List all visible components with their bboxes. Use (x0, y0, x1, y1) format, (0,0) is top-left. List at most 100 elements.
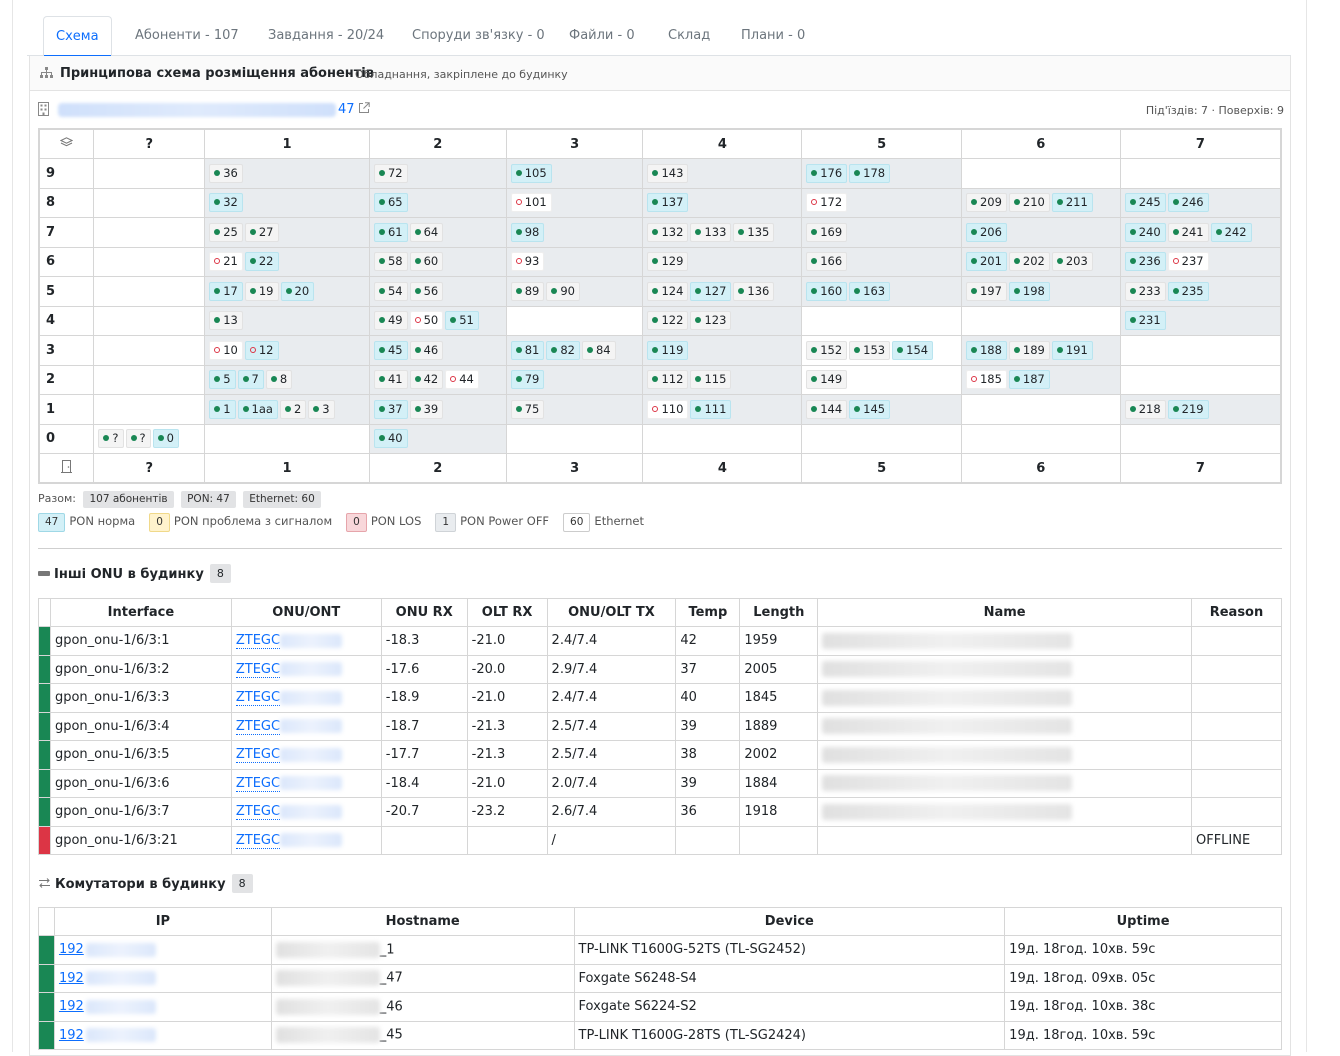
apartment-chip[interactable]: 111 (690, 399, 732, 419)
apartment-chip[interactable]: 127 (690, 281, 732, 301)
apartment-chip[interactable]: 1 (209, 399, 236, 419)
apartment-chip[interactable]: 233 (1124, 281, 1166, 301)
apartment-chip[interactable]: 22 (244, 252, 279, 272)
apartment-chip[interactable]: 246 (1167, 193, 1209, 213)
onu-row[interactable]: gpon_onu-1/6/3:5 ZTEGC -17.7 -21.3 2.5/7.4 38… (38, 740, 1283, 770)
apartment-chip[interactable]: 211 (1051, 193, 1093, 213)
onu-row[interactable]: gpon_onu-1/6/3:3 ZTEGC -18.9 -21.0 2.4/7.4 40… (38, 683, 1283, 713)
apartment-chip[interactable]: 160 (806, 281, 848, 301)
tab-tasks[interactable]: Завдання - 20/24 (268, 28, 385, 43)
tab-files[interactable]: Файли - 0 (569, 28, 635, 43)
apartment-chip[interactable]: 206 (965, 222, 1007, 242)
tab-warehouse[interactable]: Склад (668, 28, 711, 43)
apartment-chip[interactable]: 17 (209, 281, 243, 301)
apartment-chip[interactable]: 163 (849, 281, 891, 301)
apartment-chip[interactable]: 72 (373, 163, 408, 183)
apartment-chip[interactable]: 64 (409, 222, 444, 242)
tab-subscribers[interactable]: Абоненти - 107 (135, 28, 239, 43)
apartment-chip[interactable]: 54 (373, 281, 408, 301)
switch-row[interactable]: 192 _1 TP-LINK T1600G-52TS (TL-SG2452) 19д.… (38, 935, 1282, 965)
apartment-chip[interactable]: 189 (1008, 340, 1050, 360)
apartment-chip[interactable]: 149 (806, 370, 848, 390)
apartment-chip[interactable]: ? (125, 429, 151, 449)
apartment-chip[interactable]: 218 (1124, 399, 1166, 419)
col-tx[interactable]: ONU/OLT TX (546, 598, 677, 627)
apartment-chip[interactable]: 75 (510, 399, 545, 419)
apartment-chip[interactable]: 89 (510, 281, 545, 301)
apartment-chip[interactable]: 110 (647, 399, 689, 419)
onu-serial-link[interactable]: ZTEGC (235, 690, 281, 707)
apartment-chip[interactable]: 153 (849, 340, 891, 360)
col-uptime[interactable]: Uptime (1004, 907, 1282, 936)
apartment-chip[interactable]: 37 (373, 399, 408, 419)
apartment-chip[interactable]: 219 (1167, 399, 1209, 419)
apartment-chip[interactable]: 172 (806, 193, 848, 213)
apartment-chip[interactable]: 3 (308, 399, 335, 419)
switch-row[interactable]: 192 _45 TP-LINK T1600G-28TS (TL-SG2424) 19д… (38, 1020, 1282, 1050)
apartment-chip[interactable]: 5 (209, 370, 236, 390)
apartment-chip[interactable]: 209 (965, 193, 1007, 213)
apartment-chip[interactable]: 45 (373, 340, 408, 360)
apartment-chip[interactable]: 143 (647, 163, 689, 183)
apartment-chip[interactable]: 115 (690, 370, 732, 390)
apartment-chip[interactable]: 82 (546, 340, 580, 360)
apartment-chip[interactable]: 21 (209, 252, 243, 272)
apartment-chip[interactable]: 36 (209, 163, 243, 183)
onu-row[interactable]: gpon_onu-1/6/3:2 ZTEGC -17.6 -20.0 2.9/7.4 37… (38, 654, 1283, 684)
onu-serial-link[interactable]: ZTEGC (235, 804, 281, 821)
apartment-chip[interactable]: 98 (510, 222, 545, 242)
apartment-chip[interactable]: 12 (244, 340, 279, 360)
onu-serial-link[interactable]: ZTEGC (235, 747, 281, 764)
apartment-chip[interactable]: 81 (510, 340, 545, 360)
col-temp[interactable]: Temp (675, 598, 741, 627)
apartment-chip[interactable]: 10 (209, 340, 243, 360)
apartment-chip[interactable]: 178 (849, 163, 891, 183)
apartment-chip[interactable]: 166 (806, 252, 848, 272)
apartment-chip[interactable]: 203 (1051, 252, 1093, 272)
onu-row[interactable]: gpon_onu-1/6/3:6 ZTEGC -18.4 -21.0 2.0/7.4 39… (38, 768, 1283, 798)
apartment-chip[interactable]: 8 (265, 370, 293, 390)
apartment-chip[interactable]: 145 (849, 399, 891, 419)
apartment-chip[interactable]: 25 (209, 222, 243, 242)
onu-row[interactable]: gpon_onu-1/6/3:4 ZTEGC -18.7 -21.3 2.5/7.4 39… (38, 711, 1283, 741)
switch-ip-link[interactable]: 192 (58, 999, 84, 1015)
apartment-chip[interactable]: 61 (373, 222, 408, 242)
apartment-chip[interactable]: 152 (806, 340, 848, 360)
apartment-chip[interactable]: 49 (373, 311, 408, 331)
apartment-chip[interactable]: 1аа (237, 399, 278, 419)
apartment-chip[interactable]: 50 (409, 311, 444, 331)
apartment-chip[interactable]: 58 (373, 252, 408, 272)
apartment-chip[interactable]: 44 (445, 370, 479, 390)
switch-ip-link[interactable]: 192 (58, 970, 84, 986)
apartment-chip[interactable]: 32 (209, 193, 243, 213)
onu-serial-link[interactable]: ZTEGC (235, 775, 281, 792)
apartment-chip[interactable]: 136 (733, 281, 775, 301)
col-ip[interactable]: IP (53, 907, 272, 936)
apartment-chip[interactable]: 105 (510, 163, 552, 183)
apartment-chip[interactable]: 129 (647, 252, 689, 272)
apartment-chip[interactable]: 137 (647, 193, 689, 213)
apartment-chip[interactable]: 46 (409, 340, 444, 360)
col-length[interactable]: Length (739, 598, 819, 627)
apartment-chip[interactable]: 39 (409, 399, 444, 419)
apartment-chip[interactable]: 231 (1124, 311, 1166, 331)
switch-row[interactable]: 192 _47 Foxgate S6248-S4 19д. 18год. 09хв. … (38, 963, 1282, 993)
col-interface[interactable]: Interface (49, 598, 232, 627)
apartment-chip[interactable]: 41 (373, 370, 408, 390)
apartment-chip[interactable]: 123 (690, 311, 732, 331)
apartment-chip[interactable]: 236 (1124, 252, 1166, 272)
col-reason[interactable]: Reason (1190, 598, 1283, 627)
apartment-chip[interactable]: 93 (510, 252, 545, 272)
apartment-chip[interactable]: 60 (409, 252, 444, 272)
apartment-chip[interactable]: 56 (409, 281, 444, 301)
apartment-chip[interactable]: 197 (965, 281, 1007, 301)
onu-row[interactable]: gpon_onu-1/6/3:1 ZTEGC -18.3 -21.0 2.4/7.4 42… (38, 626, 1283, 656)
apartment-chip[interactable]: 133 (690, 222, 732, 242)
onu-row[interactable]: gpon_onu-1/6/3:21 ZTEGC / OFFLINE (38, 825, 1283, 855)
apartment-chip[interactable]: 112 (647, 370, 689, 390)
apartment-chip[interactable]: 84 (581, 340, 616, 360)
apartment-chip[interactable]: 154 (892, 340, 934, 360)
apartment-chip[interactable]: 188 (965, 340, 1007, 360)
apartment-chip[interactable]: 2 (279, 399, 307, 419)
onu-serial-link[interactable]: ZTEGC (235, 832, 281, 849)
